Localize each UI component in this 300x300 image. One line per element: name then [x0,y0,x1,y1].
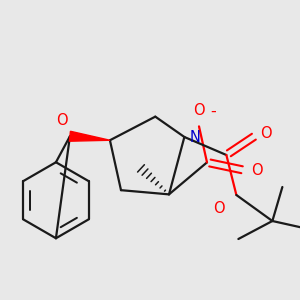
Text: O: O [251,163,262,178]
Text: O: O [213,201,224,216]
Text: N: N [189,130,200,145]
Text: O: O [193,103,205,118]
Text: O: O [56,113,68,128]
Polygon shape [69,131,110,141]
Text: O: O [260,125,272,140]
Text: -: - [210,103,216,118]
